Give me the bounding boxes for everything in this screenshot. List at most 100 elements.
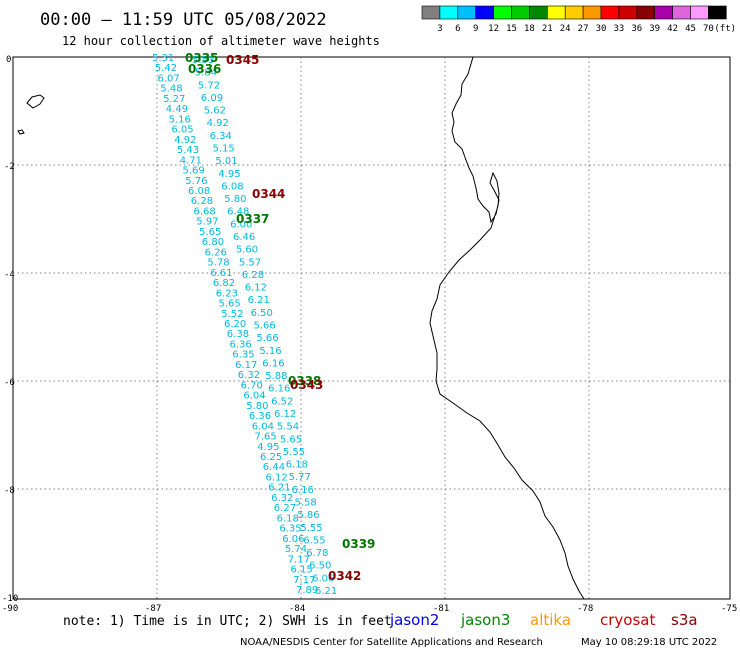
swh-value: 4.95 <box>218 169 240 180</box>
swh-value: 6.38 <box>227 329 249 340</box>
swh-value: 6.36 <box>230 340 252 351</box>
colorbar-label: 9 <box>473 24 478 34</box>
colorbar-label: 39 <box>649 24 660 34</box>
satellite-name: s3a <box>671 611 698 629</box>
coastline <box>429 56 585 600</box>
swh-value: 5.97 <box>196 217 218 228</box>
swh-value: 6.26 <box>205 247 227 258</box>
satellite-name: jason3 <box>460 611 510 629</box>
swh-value: 6.25 <box>260 452 282 463</box>
swh-value: 6.48 <box>227 207 249 218</box>
swh-value: 6.61 <box>210 268 232 279</box>
swh-value: 6.80 <box>202 237 224 248</box>
island-outline <box>17 129 25 135</box>
swh-value: 6.35 <box>232 350 254 361</box>
swh-value: 4.49 <box>166 104 188 115</box>
swh-value: 6.20 <box>224 319 246 330</box>
swh-value: 6.17 <box>235 360 257 371</box>
colorbar-label: 30 <box>596 24 607 34</box>
lon-label: -87 <box>145 604 161 614</box>
swh-value: 5.62 <box>204 106 226 117</box>
swh-value: 6.32 <box>271 493 293 504</box>
swh-value: 5.43 <box>177 145 199 156</box>
swh-value: 6.04 <box>252 421 274 432</box>
colorbar-label: 33 <box>613 24 624 34</box>
swh-value: 5.54 <box>277 422 299 433</box>
swh-value: 6.55 <box>303 535 325 546</box>
swh-value: 6.05 <box>171 125 193 136</box>
swh-value: 6.08 <box>221 181 243 192</box>
swh-value: 6.50 <box>251 308 273 319</box>
swh-value: 6.08 <box>188 186 210 197</box>
swh-value: 6.23 <box>216 288 238 299</box>
colorbar-label: 36 <box>631 24 642 34</box>
colorbar-label: 70 <box>703 24 714 34</box>
swh-value: 5.01 <box>215 156 237 167</box>
swh-value: 7.65 <box>255 432 277 443</box>
colorbar-swatch <box>582 5 602 20</box>
pass-label: 0335 <box>185 51 218 65</box>
swh-value: 7.17 <box>293 575 315 586</box>
swh-value: 5.52 <box>221 309 243 320</box>
swh-value: 6.09 <box>201 93 223 104</box>
map-frame <box>12 56 731 600</box>
swh-value: 6.34 <box>210 131 232 142</box>
swh-value: 5.60 <box>236 245 258 256</box>
swh-value: 5.80 <box>246 401 268 412</box>
lat-label: -8 <box>4 486 15 496</box>
colorbar-swatch <box>690 5 709 20</box>
lat-lon-grid <box>13 57 730 599</box>
lon-label: -90 <box>2 604 18 614</box>
swh-value: 5.57 <box>239 257 261 268</box>
units-note: note: 1) Time is in UTC; 2) SWH is in fe… <box>63 614 392 629</box>
swh-value: 5.53 <box>192 55 214 66</box>
swh-value: 5.15 <box>213 144 235 155</box>
lon-label: -84 <box>289 604 305 614</box>
colorbar-label: 15 <box>506 24 517 34</box>
swh-value: 5.65 <box>280 434 302 445</box>
swh-value: 6.82 <box>213 278 235 289</box>
swh-track-values: 5.315.426.075.485.274.495.166.054.925.43… <box>152 53 318 596</box>
swh-value: 5.42 <box>155 63 177 74</box>
colorbar-label: 27 <box>578 24 589 34</box>
swh-value: 6.28 <box>191 196 213 207</box>
lat-label: -10 <box>2 594 18 604</box>
swh-value: 6.35 <box>279 524 301 535</box>
swh-value: 5.55 <box>283 447 305 458</box>
lat-label: -4 <box>4 270 15 280</box>
swh-value: 6.52 <box>271 396 293 407</box>
swh-value: 6.16 <box>262 358 284 369</box>
swh-value: 5.16 <box>259 346 281 357</box>
swh-value: 5.78 <box>207 258 229 269</box>
pass-label: 0344 <box>252 187 285 201</box>
swh-value: 6.78 <box>306 548 328 559</box>
colorbar-label: 12 <box>488 24 499 34</box>
swh-value: 6.18 <box>286 460 308 471</box>
lon-label: -75 <box>721 604 737 614</box>
swh-value: 6.18 <box>277 513 299 524</box>
swh-value: 6.15 <box>291 565 313 576</box>
pass-label: 0337 <box>236 212 269 226</box>
colorbar-label: 3 <box>437 24 442 34</box>
pass-label: 0338 <box>288 374 321 388</box>
swh-value: 6.44 <box>263 462 285 473</box>
satellite-name: cryosat <box>600 611 655 629</box>
swh-value: 5.76 <box>185 176 207 187</box>
swh-value: 6.36 <box>249 411 271 422</box>
swh-value: 4.92 <box>174 135 196 146</box>
swh-value: 6.04 <box>243 391 265 402</box>
colorbar-swatch <box>600 5 620 20</box>
colorbar-swatch <box>457 5 476 20</box>
swh-value: 6.32 <box>238 370 260 381</box>
swh-value: 5.86 <box>297 510 319 521</box>
swh-value: 5.65 <box>219 299 241 310</box>
swh-value: 5.31 <box>152 53 174 64</box>
colorbar-swatch <box>493 5 512 20</box>
swh-value: 4.95 <box>257 442 279 453</box>
colorbar-label: 24 <box>560 24 571 34</box>
colorbar-label: 42 <box>667 24 678 34</box>
colorbar-swatch <box>636 5 655 20</box>
swh-value: 6.28 <box>242 270 264 281</box>
